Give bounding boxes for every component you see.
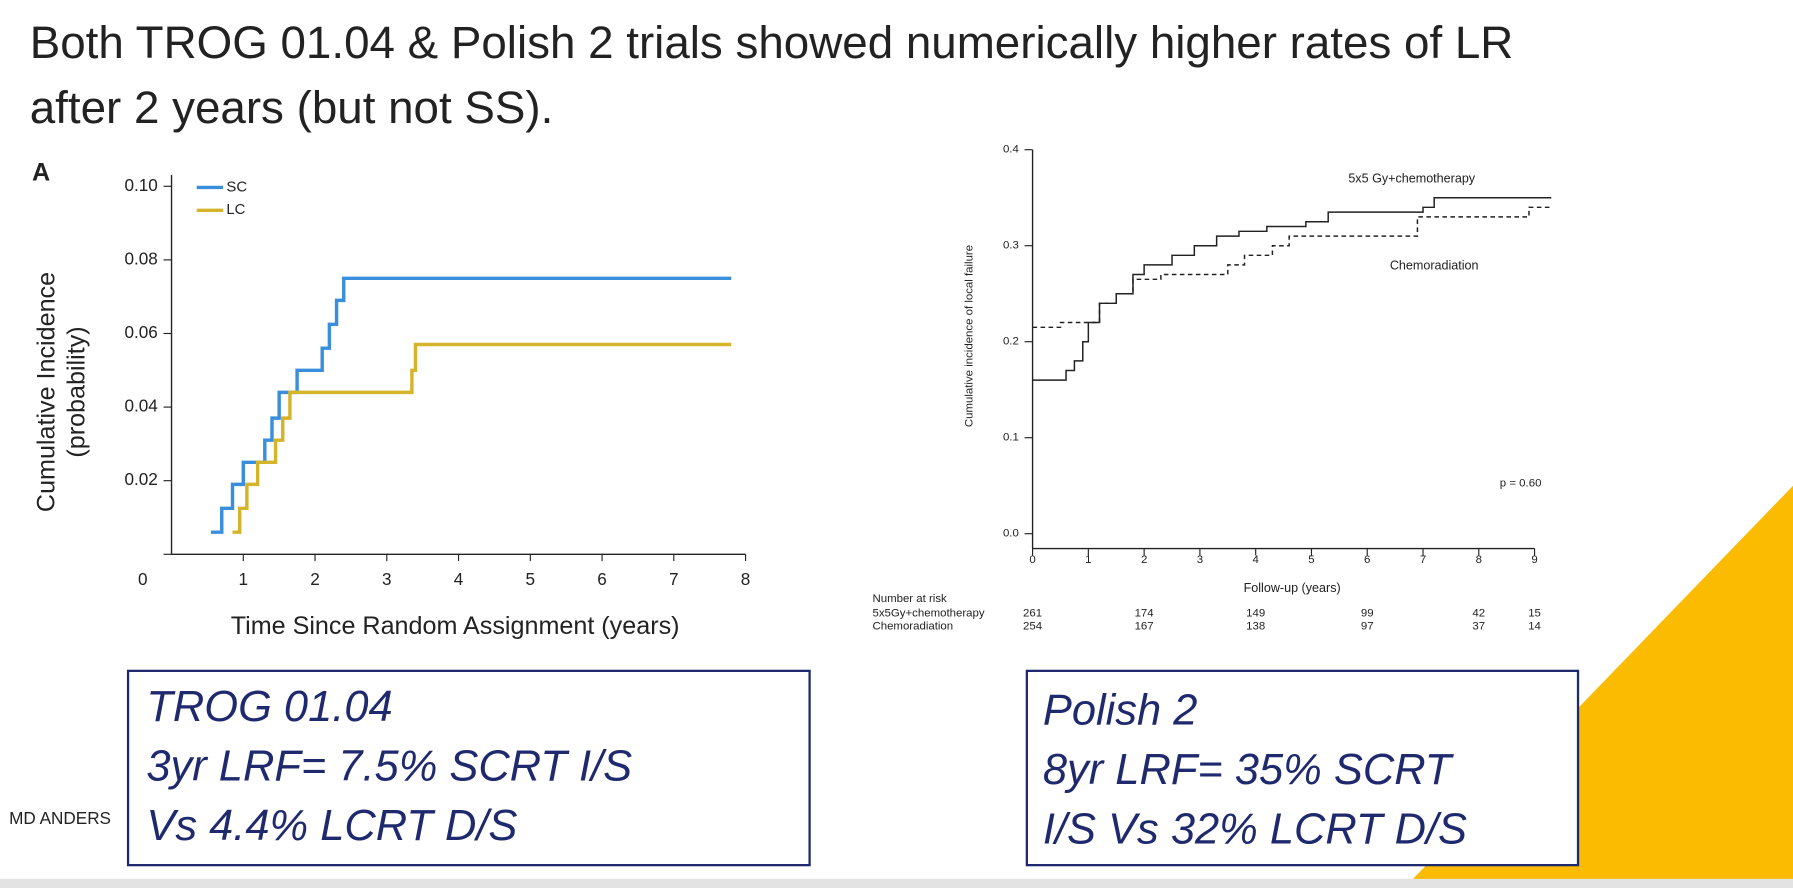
y-tick-label: 0.06 (124, 322, 157, 342)
text-box (1025, 669, 1580, 867)
x-tick-label: 3 (1197, 554, 1203, 566)
x-tick-label: 3 (382, 569, 392, 589)
risk-value: 97 (1361, 620, 1374, 632)
y-tick-label: 0.10 (124, 175, 157, 195)
x-tick-label: 7 (1420, 554, 1426, 566)
y-tick-label: 0 (138, 569, 148, 589)
series-annotation: Chemoradiation (1390, 259, 1479, 273)
series-annotation: 5x5 Gy+chemotherapy (1348, 172, 1475, 186)
footer: MD ANDERS (9, 808, 111, 828)
x-axis-label: Time Since Random Assignment (years) (231, 612, 680, 640)
bottom-bar (0, 878, 1793, 888)
x-tick-label: 2 (310, 569, 320, 589)
panel-label: A (32, 158, 50, 186)
risk-row-name: Chemoradiation (872, 620, 953, 632)
series-line (210, 276, 732, 534)
legend-label: SC (226, 179, 247, 195)
y-tick-label: 0.3 (1003, 240, 1019, 252)
x-tick-label: 6 (1364, 554, 1370, 566)
y-axis-label: (probability) (62, 326, 90, 457)
y-tick-label: 0.02 (124, 469, 157, 489)
y-tick-label: 0.04 (124, 396, 158, 416)
x-tick-label: 0 (1029, 554, 1035, 566)
box-line: TROG 01.04 (146, 683, 392, 731)
risk-value: 261 (1023, 608, 1042, 620)
risk-value: 167 (1135, 620, 1154, 632)
box-line: I/S Vs 32% LCRT D/S (1043, 805, 1467, 853)
risk-title: Number at risk (872, 593, 947, 605)
risk-value: 37 (1472, 620, 1485, 632)
box-line: 8yr LRF= 35% SCRT (1043, 746, 1455, 794)
x-tick-label: 5 (526, 569, 536, 589)
x-tick-label: 4 (1253, 554, 1260, 566)
box-line: Polish 2 (1043, 687, 1198, 735)
x-tick-label: 5 (1308, 554, 1314, 566)
y-axis-label: Cumulative Incidence (33, 272, 61, 512)
slide-title: Both TROG 01.04 & Polish 2 trials showed… (30, 17, 1514, 68)
risk-value: 15 (1528, 608, 1541, 620)
x-tick-label: 1 (239, 569, 249, 589)
series-line (1032, 196, 1552, 381)
y-tick-label: 0.0 (1003, 528, 1019, 540)
legend-label: LC (226, 202, 245, 218)
x-tick-label: 7 (669, 569, 679, 589)
slide-title: after 2 years (but not SS). (30, 82, 554, 133)
x-tick-label: 2 (1141, 554, 1147, 566)
x-tick-label: 1 (1085, 554, 1091, 566)
x-axis-label: Follow-up (years) (1244, 581, 1341, 595)
y-tick-label: 0.4 (1003, 144, 1020, 156)
y-tick-label: 0.1 (1003, 432, 1019, 444)
y-tick-label: 0.08 (124, 248, 157, 268)
text-box (126, 669, 811, 867)
x-tick-label: 4 (454, 569, 464, 589)
risk-value: 149 (1246, 608, 1265, 620)
x-tick-label: 8 (1476, 554, 1482, 566)
x-tick-label: 8 (741, 569, 751, 589)
risk-row-name: 5x5Gy+chemotherapy (872, 608, 984, 620)
series-line (1032, 206, 1552, 329)
y-tick-label: 0.2 (1003, 336, 1019, 348)
box-line: Vs 4.4% LCRT D/S (146, 802, 517, 850)
risk-value: 42 (1472, 608, 1485, 620)
x-tick-label: 9 (1531, 554, 1537, 566)
risk-value: 14 (1528, 620, 1541, 632)
risk-value: 174 (1135, 608, 1155, 620)
x-tick-label: 6 (597, 569, 607, 589)
risk-value: 254 (1023, 620, 1043, 632)
risk-value: 99 (1361, 608, 1374, 620)
box-line: 3yr LRF= 7.5% SCRT I/S (146, 743, 632, 791)
y-axis-label: Cumulative incidence of local failure (964, 245, 976, 427)
series-line (232, 342, 732, 534)
annotation: p = 0.60 (1500, 477, 1542, 489)
risk-value: 138 (1246, 620, 1265, 632)
